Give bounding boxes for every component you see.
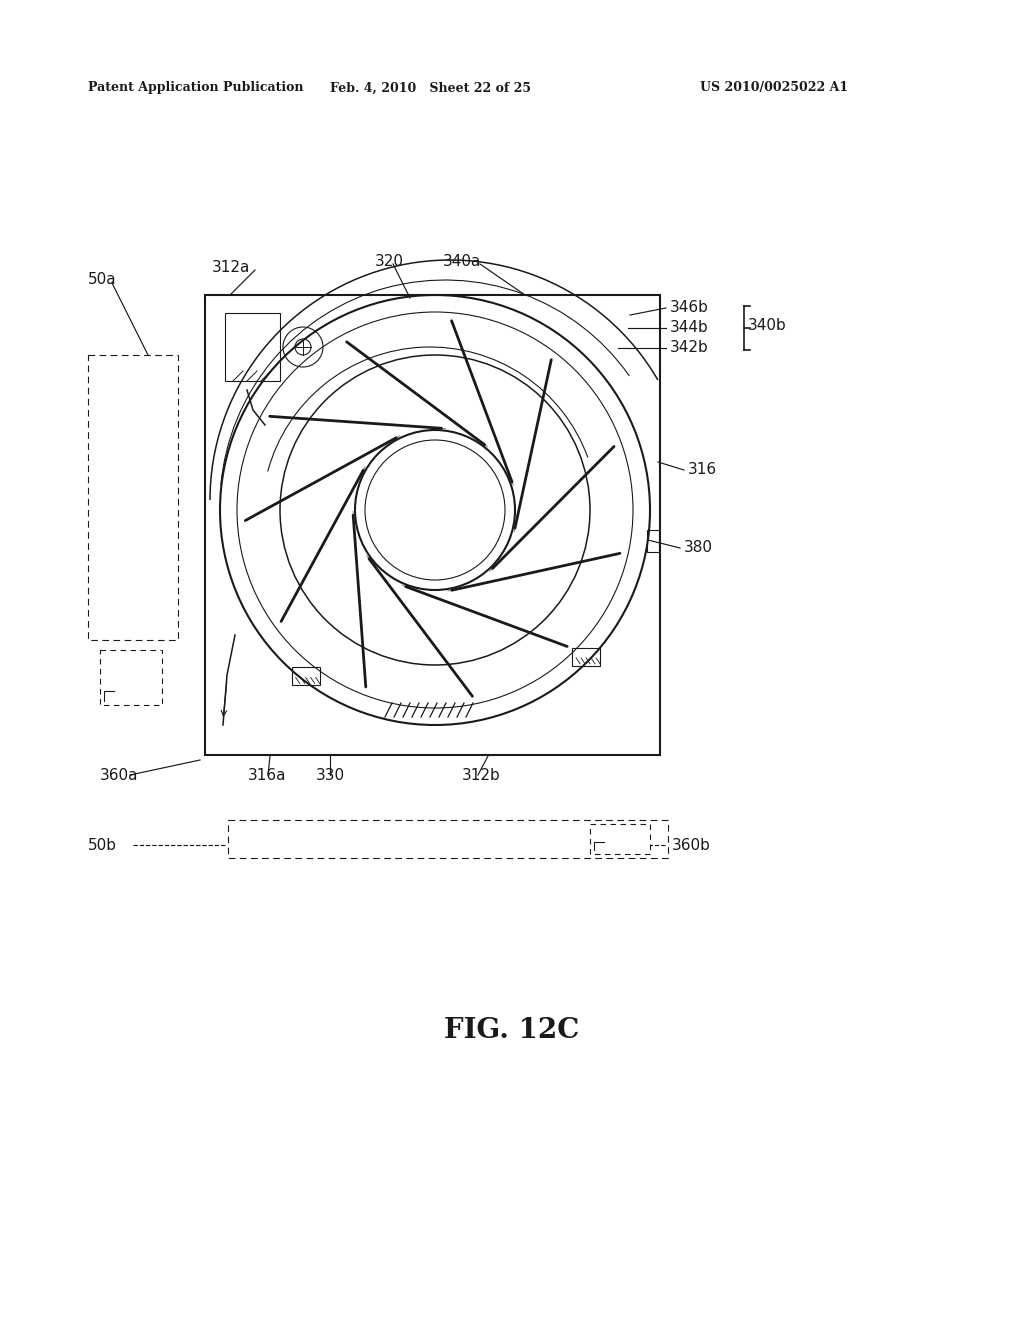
Text: 316a: 316a	[248, 767, 287, 783]
Text: 360b: 360b	[672, 837, 711, 853]
Text: 330: 330	[316, 767, 345, 783]
Bar	[100, 649, 162, 705]
Text: Feb. 4, 2010   Sheet 22 of 25: Feb. 4, 2010 Sheet 22 of 25	[330, 82, 530, 95]
Text: 316: 316	[688, 462, 717, 478]
Text: US 2010/0025022 A1: US 2010/0025022 A1	[700, 82, 848, 95]
Text: 50b: 50b	[88, 837, 117, 853]
Bar	[572, 648, 600, 665]
Text: Patent Application Publication: Patent Application Publication	[88, 82, 303, 95]
Text: 380: 380	[684, 540, 713, 556]
Bar	[292, 668, 319, 685]
Bar	[225, 313, 280, 381]
Text: FIG. 12C: FIG. 12C	[444, 1016, 580, 1044]
Bar	[647, 531, 659, 552]
Text: 320: 320	[375, 255, 404, 269]
Text: 360a: 360a	[100, 767, 138, 783]
Text: 312a: 312a	[212, 260, 251, 276]
Bar	[590, 824, 650, 854]
Text: 50a: 50a	[88, 272, 117, 288]
Text: 340b: 340b	[748, 318, 786, 333]
Text: 346b: 346b	[670, 301, 709, 315]
Text: 340a: 340a	[443, 255, 481, 269]
Bar	[88, 355, 178, 640]
Text: 342b: 342b	[670, 341, 709, 355]
Text: 344b: 344b	[670, 321, 709, 335]
Bar	[228, 820, 668, 858]
Bar	[205, 294, 660, 755]
Text: 312b: 312b	[462, 767, 501, 783]
